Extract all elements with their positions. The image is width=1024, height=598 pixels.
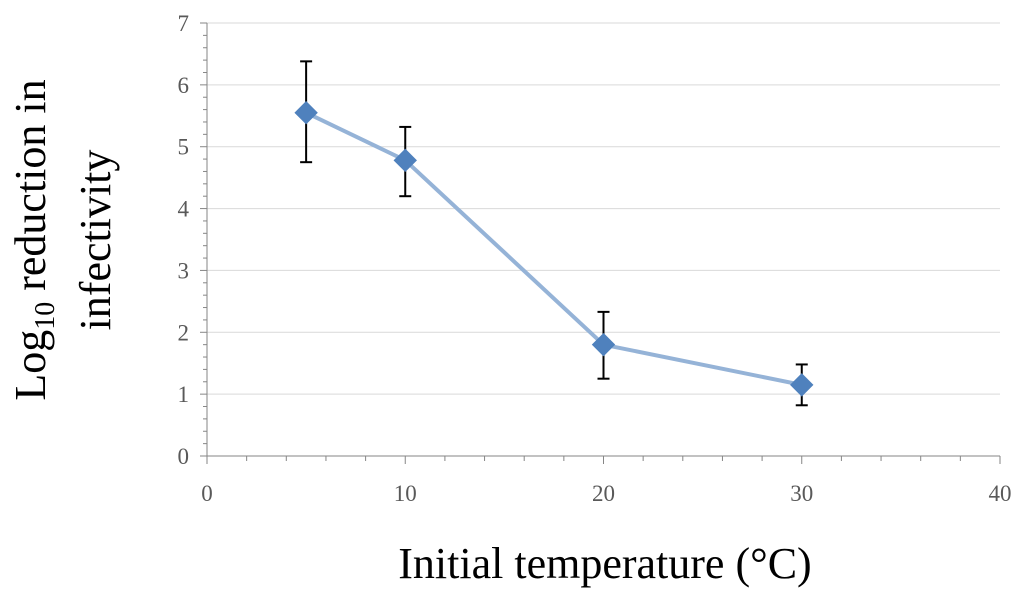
y-axis-title-prefix: Log bbox=[6, 330, 55, 401]
series-line bbox=[305, 110, 803, 387]
y-tick-label-2: 2 bbox=[178, 320, 190, 345]
y-axis-title-subscript: 10 bbox=[30, 302, 61, 330]
axes: 0 1 2 3 4 5 6 7 0 10 20 30 40 bbox=[178, 11, 1012, 506]
y-axis-title-line2: infectivity bbox=[71, 150, 120, 331]
y-tick-label-3: 3 bbox=[178, 258, 190, 283]
y-tick-label-1: 1 bbox=[178, 382, 190, 407]
y-tick-label-5: 5 bbox=[178, 135, 190, 160]
data-point-marker bbox=[294, 100, 318, 125]
x-tick-label-30: 30 bbox=[790, 481, 813, 506]
y-tick-label-7: 7 bbox=[178, 11, 190, 36]
y-tick-label-6: 6 bbox=[178, 73, 190, 98]
data-point-marker bbox=[591, 332, 616, 357]
data-point-marker bbox=[393, 148, 417, 173]
y-axis-title-suffix: reduction in bbox=[6, 79, 55, 301]
gridlines bbox=[207, 22, 1000, 395]
x-tick-label-0: 0 bbox=[201, 481, 213, 506]
x-tick-label-20: 20 bbox=[592, 481, 615, 506]
x-axis-title: Initial temperature (°C) bbox=[398, 539, 811, 588]
series-group bbox=[294, 60, 814, 407]
x-tick-label-40: 40 bbox=[989, 481, 1012, 506]
y-tick-label-0: 0 bbox=[178, 444, 190, 469]
y-tick-label-4: 4 bbox=[178, 197, 190, 222]
data-point-marker bbox=[790, 373, 814, 397]
y-axis-title: Log10 reduction in bbox=[6, 79, 61, 400]
x-tick-label-10: 10 bbox=[394, 481, 417, 506]
